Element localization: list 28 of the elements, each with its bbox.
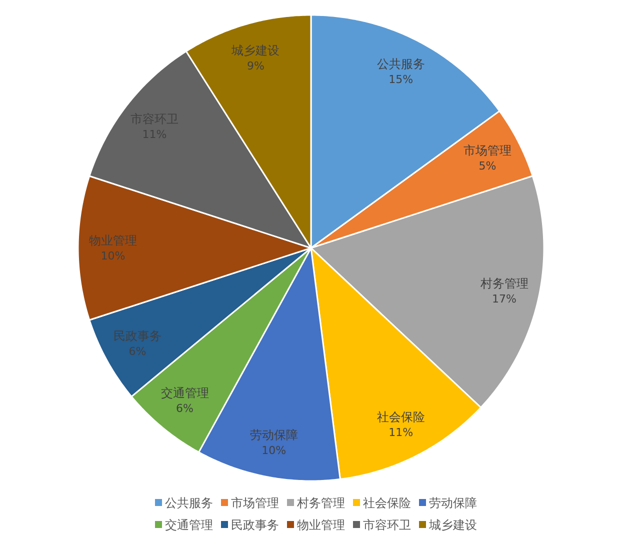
slice-label: 公共服务 — [376, 57, 425, 72]
legend-label: 物业管理 — [297, 518, 345, 532]
slice-label: 市场管理 — [463, 144, 512, 158]
slice-label: 劳动保障 — [250, 428, 298, 442]
data-label: 11% — [388, 426, 414, 439]
legend-label: 社会保险 — [363, 496, 411, 510]
data-label: 15% — [388, 73, 414, 86]
data-label: 6% — [176, 402, 194, 416]
legend-label: 劳动保障 — [429, 496, 477, 510]
slice-label: 交通管理 — [160, 386, 209, 400]
legend-label: 公共服务 — [165, 496, 213, 510]
slice-label: 村务管理 — [479, 276, 528, 291]
data-label: 9% — [247, 59, 264, 72]
legend-label: 市容环卫 — [363, 518, 411, 532]
legend-label: 城乡建设 — [428, 518, 477, 532]
data-label: 6% — [128, 344, 146, 358]
data-label: 5% — [478, 160, 496, 173]
legend-label: 村务管理 — [296, 496, 345, 510]
legend-label: 交通管理 — [165, 518, 213, 532]
data-label: 10% — [262, 444, 286, 458]
data-label: 10% — [100, 250, 126, 262]
legend-label: 民政事务 — [231, 518, 279, 532]
legend-label: 市场管理 — [231, 496, 279, 510]
slice-label: 民政事务 — [113, 328, 162, 343]
slice-label: 物业管理 — [88, 234, 137, 248]
data-label: 17% — [492, 292, 517, 306]
slice-label: 城乡建设 — [230, 43, 280, 58]
slice-label: 社会保险 — [376, 410, 425, 424]
